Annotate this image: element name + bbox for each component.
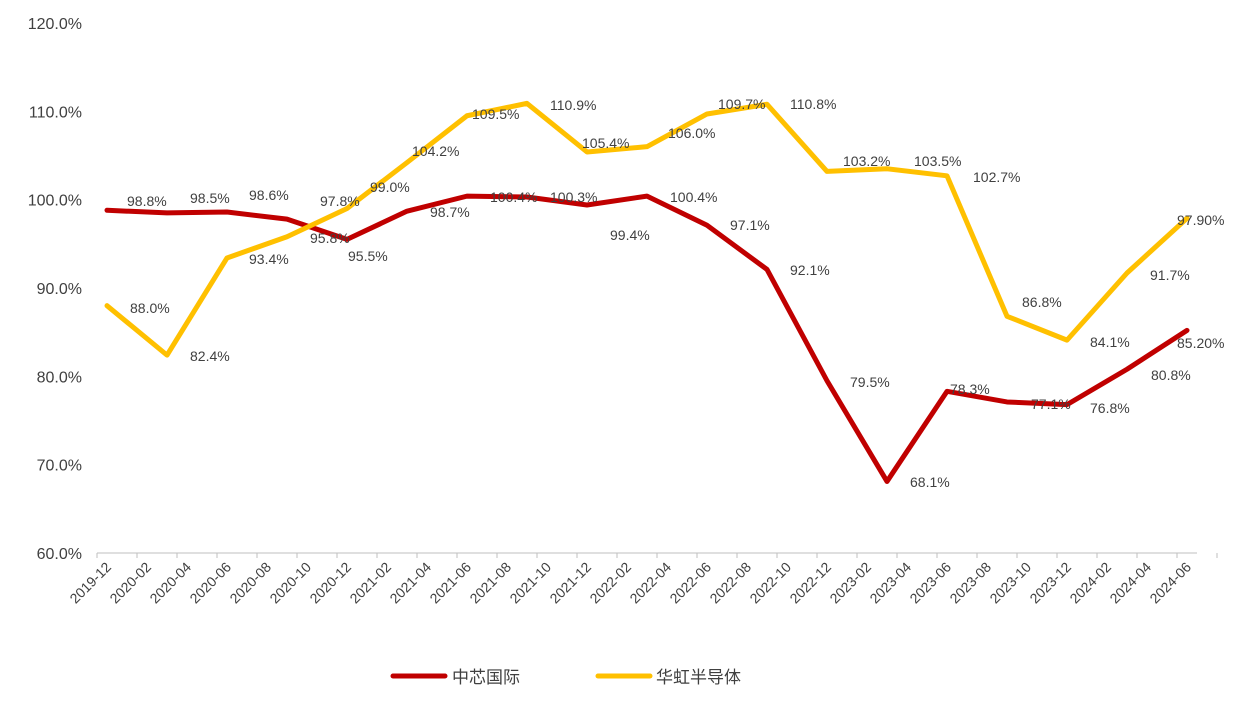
x-tick-label: 2023-02 bbox=[826, 559, 874, 607]
x-tick-label: 2021-02 bbox=[346, 559, 394, 607]
data-label: 76.8% bbox=[1090, 400, 1130, 416]
y-tick-label: 90.0% bbox=[37, 281, 82, 298]
data-label: 97.90% bbox=[1177, 212, 1224, 228]
x-tick-label: 2023-06 bbox=[906, 559, 954, 607]
data-label: 92.1% bbox=[790, 262, 830, 278]
x-tick-label: 2023-10 bbox=[986, 559, 1034, 607]
data-label: 79.5% bbox=[850, 374, 890, 390]
x-tick-label: 2020-08 bbox=[226, 559, 274, 607]
data-label: 103.2% bbox=[843, 153, 890, 169]
x-tick-label: 2021-08 bbox=[466, 559, 514, 607]
x-tick-label: 2019-12 bbox=[66, 559, 114, 607]
data-label: 97.1% bbox=[730, 217, 770, 233]
data-label: 100.4% bbox=[670, 189, 717, 205]
series-line-1 bbox=[104, 193, 1190, 484]
data-label: 97.8% bbox=[320, 193, 360, 209]
data-label: 100.3% bbox=[550, 189, 597, 205]
x-tick-label: 2021-04 bbox=[386, 559, 434, 607]
data-label: 86.8% bbox=[1022, 294, 1062, 310]
data-label: 82.4% bbox=[190, 348, 230, 364]
x-tick-label: 2024-06 bbox=[1146, 559, 1194, 607]
data-label: 106.0% bbox=[668, 125, 715, 141]
x-tick-label: 2022-10 bbox=[746, 559, 794, 607]
data-label: 103.5% bbox=[914, 153, 961, 169]
data-label: 109.7% bbox=[718, 96, 765, 112]
x-tick-label: 2023-12 bbox=[1026, 559, 1074, 607]
data-label: 104.2% bbox=[412, 143, 459, 159]
y-tick-label: 120.0% bbox=[28, 16, 82, 33]
x-tick-label: 2023-04 bbox=[866, 559, 914, 607]
x-tick-label: 2022-12 bbox=[786, 559, 834, 607]
x-tick-label: 2022-08 bbox=[706, 559, 754, 607]
data-label: 98.6% bbox=[249, 187, 289, 203]
data-label: 93.4% bbox=[249, 251, 289, 267]
data-label: 91.7% bbox=[1150, 267, 1190, 283]
data-label: 102.7% bbox=[973, 169, 1020, 185]
y-tick-label: 60.0% bbox=[37, 546, 82, 563]
x-tick-label: 2024-02 bbox=[1066, 559, 1114, 607]
data-label: 110.8% bbox=[790, 96, 836, 112]
data-label: 88.0% bbox=[130, 300, 170, 316]
x-tick-label: 2020-12 bbox=[306, 559, 354, 607]
data-label: 80.8% bbox=[1151, 367, 1191, 383]
x-tick-label: 2021-06 bbox=[426, 559, 474, 607]
data-label: 110.9% bbox=[550, 97, 596, 113]
data-label: 68.1% bbox=[910, 474, 950, 490]
data-label: 99.4% bbox=[610, 227, 650, 243]
data-label: 78.3% bbox=[950, 381, 990, 397]
x-tick-label: 2024-04 bbox=[1106, 559, 1154, 607]
x-tick-label: 2021-12 bbox=[546, 559, 594, 607]
x-tick-label: 2020-06 bbox=[186, 559, 234, 607]
legend-label: 中芯国际 bbox=[452, 668, 520, 687]
y-tick-label: 100.0% bbox=[28, 193, 82, 210]
y-tick-label: 70.0% bbox=[37, 458, 82, 475]
data-label: 95.8% bbox=[310, 230, 350, 246]
x-tick-label: 2022-06 bbox=[666, 559, 714, 607]
x-tick-label: 2020-10 bbox=[266, 559, 314, 607]
y-tick-label: 110.0% bbox=[29, 104, 82, 121]
data-label: 98.7% bbox=[430, 204, 470, 220]
x-tick-label: 2022-04 bbox=[626, 559, 674, 607]
data-label: 109.5% bbox=[472, 106, 519, 122]
series-line-2 bbox=[104, 100, 1190, 358]
data-label: 98.5% bbox=[190, 190, 230, 206]
data-label: 99.0% bbox=[370, 179, 410, 195]
data-label: 100.4% bbox=[490, 189, 537, 205]
x-tick-label: 2020-04 bbox=[146, 559, 194, 607]
x-tick-label: 2020-02 bbox=[106, 559, 154, 607]
data-label: 95.5% bbox=[348, 248, 388, 264]
y-tick-label: 80.0% bbox=[37, 369, 82, 386]
x-tick-label: 2023-08 bbox=[946, 559, 994, 607]
data-label: 105.4% bbox=[582, 135, 629, 151]
data-label: 84.1% bbox=[1090, 334, 1130, 350]
data-label: 98.8% bbox=[127, 193, 167, 209]
x-tick-label: 2022-02 bbox=[586, 559, 634, 607]
data-label: 85.20% bbox=[1177, 335, 1224, 351]
legend-label: 华虹半导体 bbox=[656, 668, 741, 687]
x-tick-label: 2021-10 bbox=[506, 559, 554, 607]
data-label: 77.1% bbox=[1031, 396, 1071, 412]
